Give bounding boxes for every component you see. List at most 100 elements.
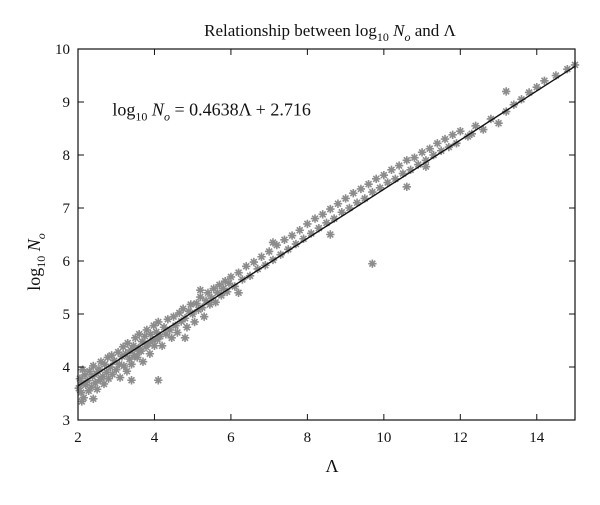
data-point	[134, 346, 144, 356]
data-point	[121, 349, 130, 358]
data-point	[96, 357, 106, 366]
data-point	[421, 162, 431, 171]
data-point	[201, 296, 211, 305]
data-point	[563, 64, 572, 74]
data-point	[215, 280, 224, 290]
data-point	[180, 333, 190, 343]
data-point	[171, 321, 180, 330]
data-point	[178, 304, 188, 313]
data-point	[144, 339, 153, 348]
data-point	[224, 279, 234, 288]
data-points	[74, 60, 580, 406]
data-point	[356, 184, 366, 194]
data-point	[272, 240, 281, 250]
data-point	[106, 362, 115, 372]
data-point	[77, 397, 87, 406]
fit-line-layer	[77, 65, 576, 387]
data-point	[99, 379, 109, 389]
data-point	[152, 327, 161, 337]
data-point	[165, 325, 174, 335]
data-point	[119, 361, 129, 371]
data-point	[467, 129, 476, 138]
data-point	[402, 156, 411, 165]
data-point	[414, 160, 423, 169]
data-point	[234, 288, 243, 297]
data-point	[94, 364, 104, 374]
y-tick-label: 4	[63, 360, 71, 376]
x-axis-ticks: 2 4 6 8 10 12 14	[74, 49, 545, 446]
data-point	[303, 219, 312, 229]
data-point	[133, 353, 142, 362]
fit-equation-annotation: log10 No = 0.4638Λ + 2.716	[112, 99, 310, 123]
y-tick-label: 6	[63, 254, 71, 270]
y-tick-label: 10	[55, 42, 70, 58]
data-point	[501, 107, 511, 116]
data-point	[196, 285, 205, 295]
plot-frame	[77, 48, 576, 421]
data-point	[524, 88, 534, 97]
data-point	[142, 325, 152, 335]
data-point	[78, 365, 87, 374]
data-point	[287, 231, 297, 240]
data-point	[509, 100, 519, 109]
data-point	[551, 71, 561, 80]
y-tick-label: 5	[63, 307, 71, 323]
data-point	[184, 307, 194, 316]
data-point	[113, 347, 123, 357]
x-tick-label: 14	[529, 430, 545, 446]
data-point	[318, 210, 327, 219]
data-point	[532, 82, 541, 92]
data-point	[150, 341, 159, 350]
data-point	[387, 165, 396, 175]
data-point	[307, 229, 316, 238]
data-point	[402, 182, 411, 191]
data-point	[192, 299, 201, 308]
data-point	[417, 148, 427, 157]
data-point	[186, 300, 195, 309]
data-point	[76, 388, 86, 397]
data-point	[108, 370, 117, 379]
data-point	[89, 361, 98, 371]
data-point	[436, 146, 446, 155]
data-point	[456, 126, 465, 136]
data-point	[122, 367, 132, 376]
data-point	[196, 292, 205, 302]
x-tick-label: 2	[74, 430, 82, 446]
data-point	[372, 174, 381, 184]
data-point	[368, 259, 377, 268]
data-point	[154, 376, 163, 385]
data-point	[157, 341, 167, 350]
data-point	[159, 323, 169, 332]
data-point	[118, 342, 128, 352]
data-point	[471, 121, 480, 131]
data-point	[280, 235, 289, 244]
data-point	[175, 308, 184, 318]
data-point	[146, 329, 155, 339]
data-point	[257, 252, 266, 261]
data-point	[80, 370, 90, 380]
data-point	[213, 288, 222, 297]
data-point	[84, 386, 93, 396]
x-tick-label: 4	[151, 430, 159, 446]
data-point	[242, 262, 251, 271]
chart-title: Relationship between log10 No and Λ	[204, 21, 456, 44]
data-point	[253, 264, 262, 274]
data-point	[190, 317, 199, 327]
data-point	[314, 223, 324, 233]
data-point	[115, 373, 125, 382]
data-point	[337, 208, 346, 217]
data-point	[333, 199, 343, 208]
data-point	[211, 298, 220, 307]
data-point	[98, 372, 108, 381]
data-point	[127, 376, 136, 385]
data-point	[117, 352, 127, 361]
data-point	[138, 337, 147, 346]
data-point	[199, 312, 209, 321]
data-point	[479, 125, 488, 134]
data-point	[391, 174, 400, 184]
data-point	[155, 332, 165, 341]
data-point	[89, 394, 98, 403]
data-point	[126, 345, 135, 355]
data-point	[167, 333, 176, 343]
data-point	[75, 374, 85, 383]
